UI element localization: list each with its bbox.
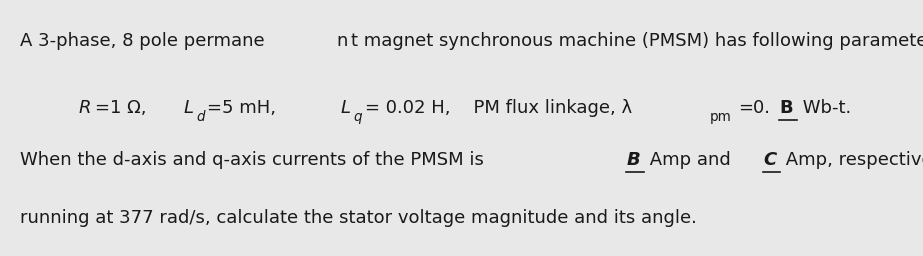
Text: Wb-t.: Wb-t. bbox=[797, 99, 851, 117]
Text: = 0.02 H,    PM flux linkage, λ: = 0.02 H, PM flux linkage, λ bbox=[365, 99, 632, 117]
Text: B: B bbox=[779, 99, 793, 117]
Text: L: L bbox=[341, 99, 351, 117]
Text: q: q bbox=[354, 110, 363, 124]
Text: Amp and: Amp and bbox=[644, 151, 737, 169]
Text: B: B bbox=[627, 151, 640, 169]
Text: t magnet synchronous machine (PMSM) has following parameters.: t magnet synchronous machine (PMSM) has … bbox=[351, 32, 923, 50]
Text: R: R bbox=[78, 99, 91, 117]
Text: =1 Ω,: =1 Ω, bbox=[94, 99, 163, 117]
Text: L: L bbox=[184, 99, 193, 117]
Text: =5 mH,: =5 mH, bbox=[208, 99, 311, 117]
Text: pm: pm bbox=[710, 110, 731, 124]
Text: d: d bbox=[197, 110, 205, 124]
Text: n: n bbox=[336, 32, 347, 50]
Text: When the d-axis and q-axis currents of the PMSM is: When the d-axis and q-axis currents of t… bbox=[20, 151, 490, 169]
Text: =0.: =0. bbox=[737, 99, 770, 117]
Text: Amp, respectively and: Amp, respectively and bbox=[781, 151, 923, 169]
Text: running at 377 rad/s, calculate the stator voltage magnitude and its angle.: running at 377 rad/s, calculate the stat… bbox=[20, 209, 697, 227]
Text: A 3-phase, 8 pole permane: A 3-phase, 8 pole permane bbox=[20, 32, 265, 50]
Text: C: C bbox=[763, 151, 776, 169]
